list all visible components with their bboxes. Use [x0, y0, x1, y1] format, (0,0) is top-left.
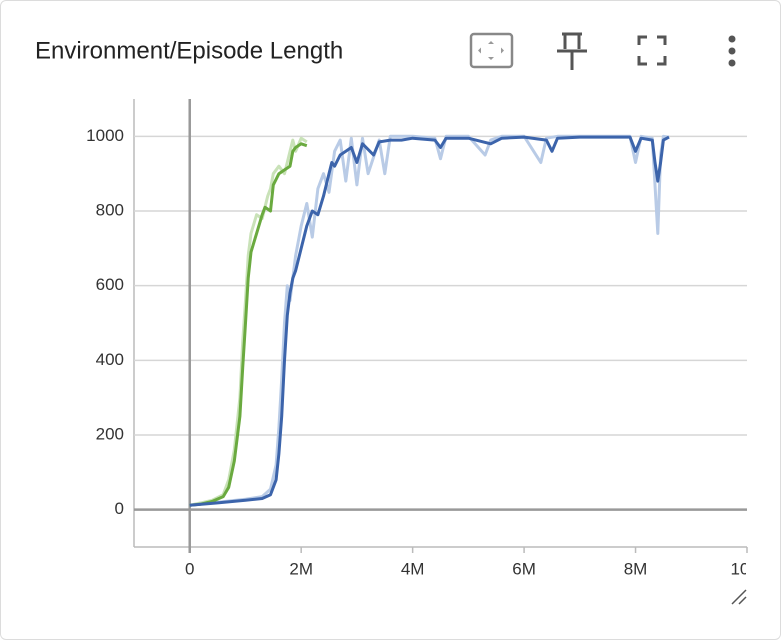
chart-title: Environment/Episode Length — [35, 37, 343, 64]
pin-button[interactable] — [557, 32, 587, 70]
y-tick-label: 1000 — [86, 126, 124, 145]
fullscreen-button[interactable] — [637, 35, 667, 66]
x-tick-label: 10M — [730, 559, 763, 578]
series-line — [189, 135, 670, 507]
y-tick-label: 400 — [96, 350, 124, 369]
y-tick-label: 600 — [96, 275, 124, 294]
y-tick-label: 0 — [115, 499, 124, 518]
menu-button[interactable] — [728, 35, 736, 67]
series-line — [189, 136, 308, 507]
y-tick-label: 800 — [96, 200, 124, 219]
x-tick-label: 4M — [401, 559, 425, 578]
series-line — [189, 134, 670, 507]
x-tick-label: 8M — [624, 559, 648, 578]
x-tick-label: 2M — [289, 559, 313, 578]
series-line — [189, 142, 308, 507]
x-tick-label: 6M — [512, 559, 536, 578]
y-tick-label: 200 — [96, 424, 124, 443]
fit-domain-button[interactable] — [469, 32, 514, 69]
x-tick-label: 0 — [185, 559, 194, 578]
resize-handle[interactable] — [731, 589, 747, 605]
